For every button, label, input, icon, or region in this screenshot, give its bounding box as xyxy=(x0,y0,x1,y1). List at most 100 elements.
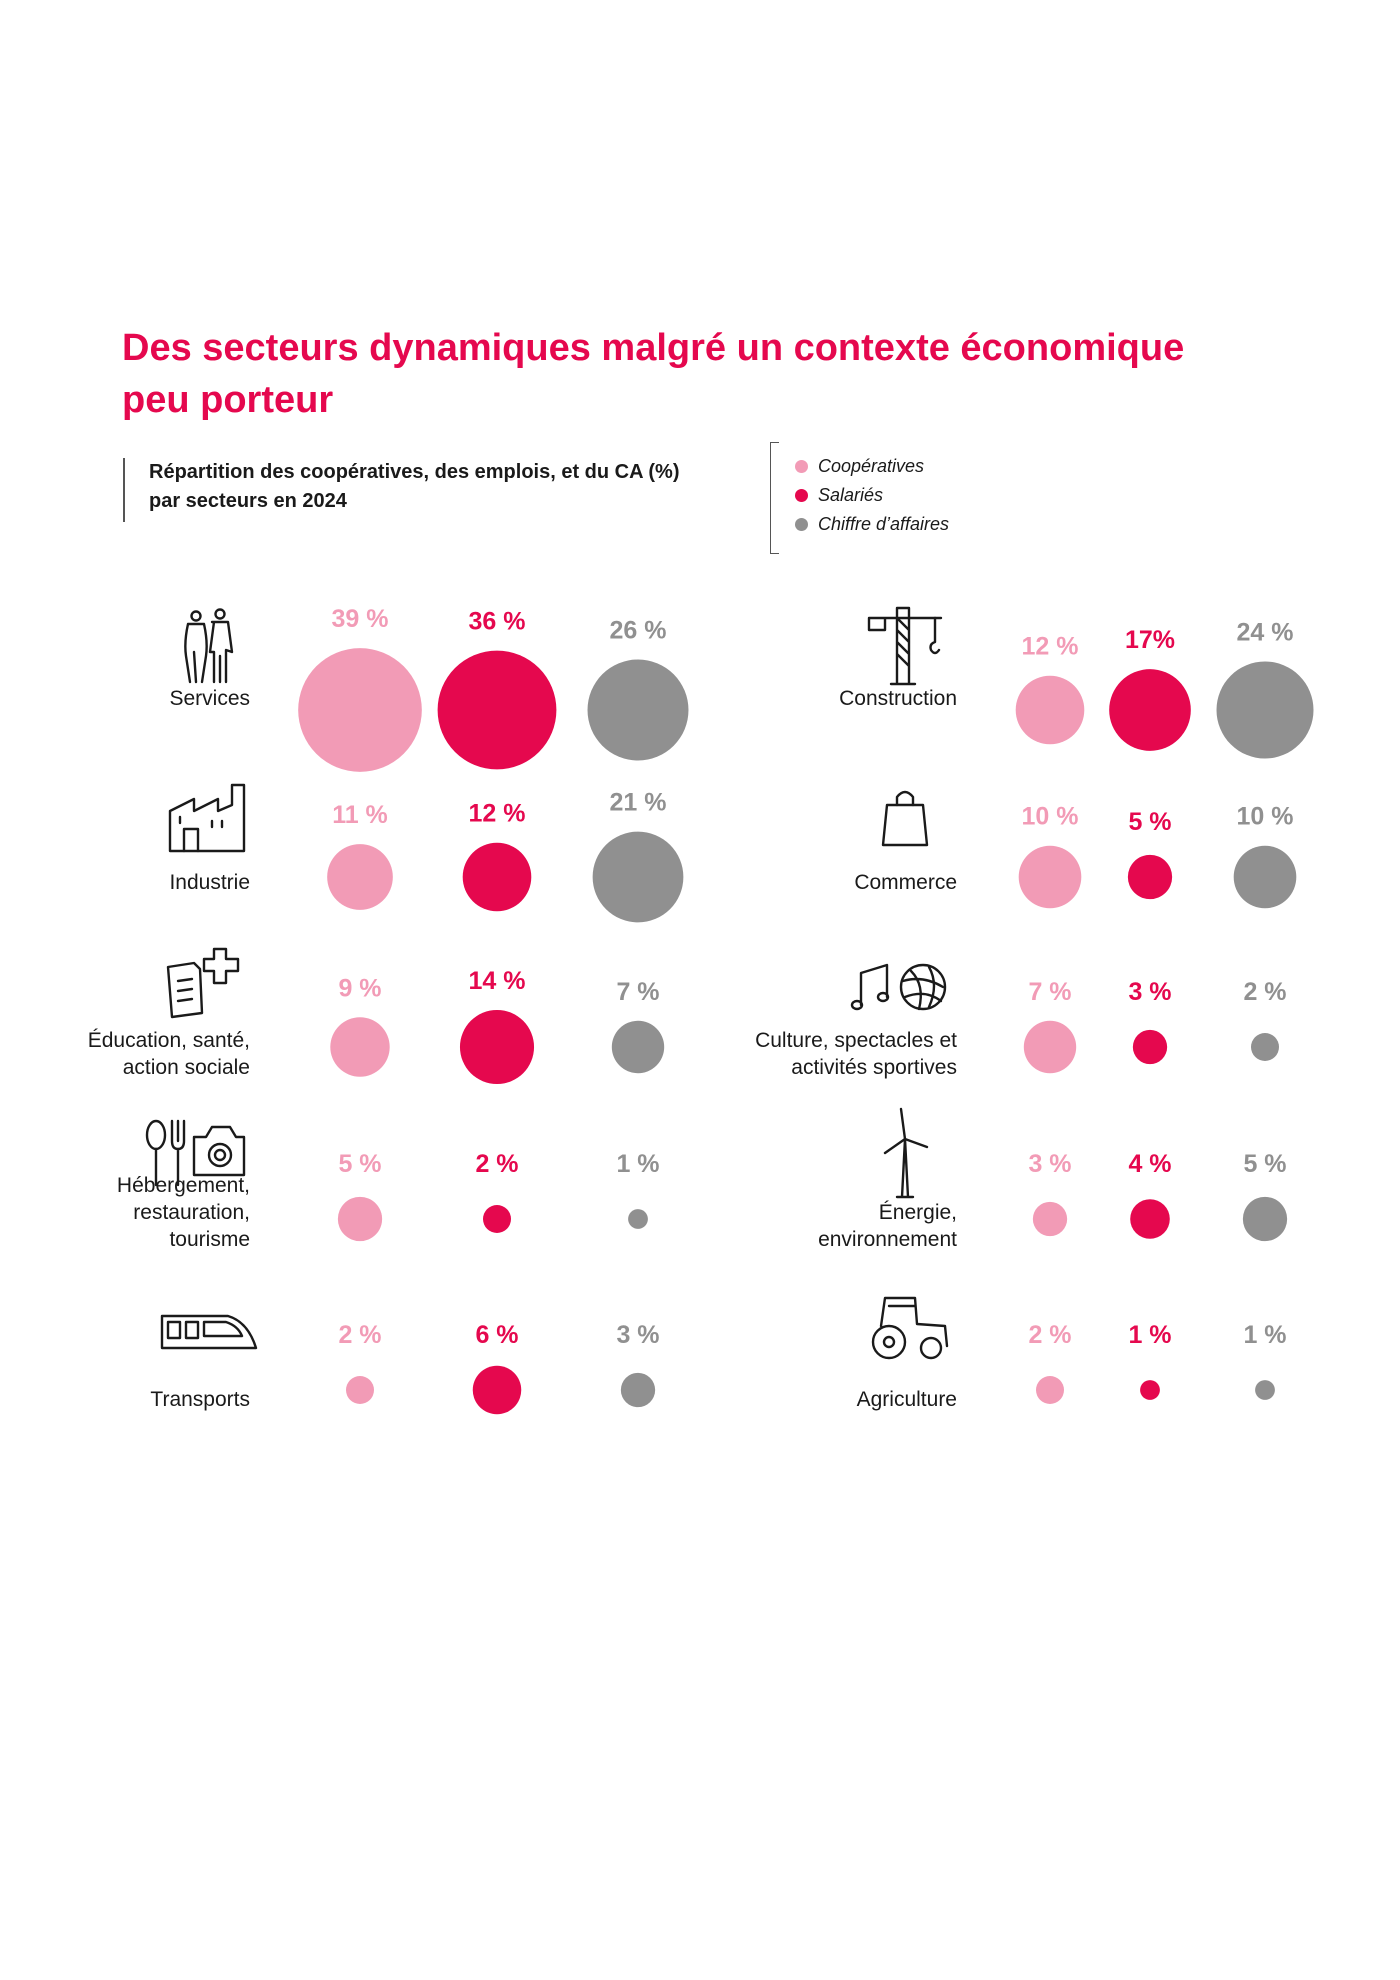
sector-label-transports-line-1: Transports xyxy=(150,1388,250,1411)
value-label-construction-cooperatives: 12 % xyxy=(1022,633,1079,661)
value-label-culture-spectacles-et-activites-sportives-cooperatives: 7 % xyxy=(1028,978,1071,1006)
legend-item-chiffre-affaires: Chiffre d’affaires xyxy=(795,512,949,536)
tractor-icon xyxy=(871,1296,949,1360)
value-label-construction-salaries: 17% xyxy=(1125,626,1175,654)
value-label-education-sante-action-sociale-chiffre-affaires: 7 % xyxy=(616,978,659,1006)
value-label-industrie-cooperatives: 11 % xyxy=(332,801,388,829)
bubble-hebergement-restauration-tourisme-salaries xyxy=(482,1204,512,1234)
sector-label-education-sante-action-sociale-line-1: Éducation, santé, xyxy=(88,1029,250,1052)
sector-label-agriculture-line-1: Agriculture xyxy=(857,1388,957,1411)
train-icon xyxy=(160,1314,258,1350)
sector-label-hebergement-restauration-tourisme-line-3: tourisme xyxy=(169,1228,250,1251)
value-label-culture-spectacles-et-activites-sportives-chiffre-affaires: 2 % xyxy=(1243,978,1286,1006)
sector-label-culture-spectacles-et-activites-sportives-line-2: activités sportives xyxy=(791,1056,957,1079)
value-label-hebergement-restauration-tourisme-salaries: 2 % xyxy=(475,1150,518,1178)
sector-group-education-sante-action-sociale: Éducation, santé, action sociale 9 % 14 % 7 … xyxy=(88,947,665,1085)
bubble-commerce-cooperatives xyxy=(1018,845,1082,909)
page-title: Des secteurs dynamiques malgré un contex… xyxy=(122,327,1185,421)
sector-label-industrie-line-1: Industrie xyxy=(169,871,250,894)
sector-group-services: Services 39 % 36 % 26 % xyxy=(169,605,689,772)
bubble-energie-environnement-salaries xyxy=(1130,1199,1170,1239)
sector-label-culture-spectacles-et-activites-sportives-line-1: Culture, spectacles et xyxy=(755,1029,957,1052)
value-label-commerce-cooperatives: 10 % xyxy=(1022,803,1079,831)
bubble-services-chiffre-affaires xyxy=(587,659,689,761)
sector-label-energie-environnement-line-1: Énergie, xyxy=(879,1201,957,1224)
value-label-services-salaries: 36 % xyxy=(469,608,526,636)
sector-label-education-sante-action-sociale-line-2: action sociale xyxy=(123,1056,250,1079)
sector-label-commerce-line-1: Commerce xyxy=(854,871,957,894)
bubble-education-sante-action-sociale-chiffre-affaires xyxy=(611,1020,665,1074)
bubble-education-sante-action-sociale-salaries xyxy=(459,1009,535,1085)
bubble-agriculture-chiffre-affaires xyxy=(1255,1380,1275,1400)
legend-dot-salaries xyxy=(795,488,808,502)
subtitle-line-2: par secteurs en 2024 xyxy=(149,490,347,512)
value-label-industrie-salaries: 12 % xyxy=(469,800,526,828)
value-label-energie-environnement-cooperatives: 3 % xyxy=(1028,1150,1071,1178)
legend: Coopératives Salariés Chiffre d’affaires xyxy=(770,442,1001,554)
sector-group-culture-spectacles-et-activites-sportives: Culture, spectacles et activités sportive… xyxy=(755,963,1287,1079)
bubble-services-cooperatives xyxy=(298,648,422,772)
value-label-transports-salaries: 6 % xyxy=(475,1321,518,1349)
bubble-commerce-chiffre-affaires xyxy=(1233,845,1297,909)
bubble-industrie-salaries xyxy=(462,842,532,912)
factory-icon xyxy=(168,783,246,853)
value-label-commerce-salaries: 5 % xyxy=(1128,808,1171,836)
bubble-culture-spectacles-et-activites-sportives-cooperatives xyxy=(1023,1020,1077,1074)
bubble-energie-environnement-chiffre-affaires xyxy=(1242,1196,1288,1242)
people-icon xyxy=(184,608,234,684)
value-label-hebergement-restauration-tourisme-chiffre-affaires: 1 % xyxy=(616,1150,659,1178)
sector-label-hebergement-restauration-tourisme-line-1: Hébergement, xyxy=(117,1174,250,1197)
value-label-agriculture-salaries: 1 % xyxy=(1128,1321,1171,1349)
value-label-agriculture-cooperatives: 2 % xyxy=(1028,1321,1071,1349)
value-label-agriculture-chiffre-affaires: 1 % xyxy=(1243,1321,1286,1349)
shopping-bag-icon xyxy=(881,790,929,847)
bubble-transports-chiffre-affaires xyxy=(620,1372,656,1408)
value-label-construction-chiffre-affaires: 24 % xyxy=(1237,619,1294,647)
legend-label-chiffre-affaires: Chiffre d’affaires xyxy=(818,513,950,534)
bubble-construction-chiffre-affaires xyxy=(1216,661,1314,759)
sector-group-energie-environnement: Énergie, environnement 3 % 4 % 5 % xyxy=(818,1107,1288,1251)
bubble-transports-cooperatives xyxy=(345,1375,375,1405)
sector-group-industrie: Industrie 11 % 12 % 21 % xyxy=(168,783,684,923)
legend-item-salaries: Salariés xyxy=(795,483,883,507)
document-cross-icon xyxy=(166,947,240,1019)
legend-item-cooperatives: Coopératives xyxy=(795,454,924,478)
bubble-commerce-salaries xyxy=(1127,854,1173,900)
sector-group-transports: Transports 2 % 6 % 3 % xyxy=(150,1314,660,1415)
bubble-services-salaries xyxy=(437,650,557,770)
value-label-energie-environnement-chiffre-affaires: 5 % xyxy=(1243,1150,1286,1178)
crane-icon xyxy=(867,606,943,686)
bubble-education-sante-action-sociale-cooperatives xyxy=(330,1017,390,1077)
music-ball-icon xyxy=(850,963,947,1011)
value-label-education-sante-action-sociale-salaries: 14 % xyxy=(469,967,526,995)
value-label-transports-chiffre-affaires: 3 % xyxy=(616,1321,659,1349)
value-label-energie-environnement-salaries: 4 % xyxy=(1128,1150,1171,1178)
value-label-transports-cooperatives: 2 % xyxy=(338,1321,381,1349)
value-label-services-chiffre-affaires: 26 % xyxy=(610,617,667,645)
bubble-agriculture-cooperatives xyxy=(1035,1375,1065,1405)
sector-group-agriculture: Agriculture 2 % 1 % 1 % xyxy=(857,1296,1287,1411)
value-label-commerce-chiffre-affaires: 10 % xyxy=(1237,803,1294,831)
bubble-hebergement-restauration-tourisme-cooperatives xyxy=(337,1196,383,1242)
subtitle-line-1: Répartition des coopératives, des emploi… xyxy=(149,461,680,483)
cutlery-camera-icon xyxy=(145,1119,246,1187)
sector-group-commerce: Commerce 10 % 5 % 10 % xyxy=(854,790,1297,909)
bubble-culture-spectacles-et-activites-sportives-salaries xyxy=(1132,1029,1168,1065)
legend-dot-cooperatives xyxy=(795,459,808,473)
legend-label-salaries: Salariés xyxy=(818,484,884,505)
sector-group-construction: Construction 12 % 17% 24 % xyxy=(839,606,1314,759)
sector-label-construction-line-1: Construction xyxy=(839,687,957,710)
bubble-culture-spectacles-et-activites-sportives-chiffre-affaires xyxy=(1250,1032,1280,1062)
bubble-construction-salaries xyxy=(1109,669,1191,751)
bubble-agriculture-salaries xyxy=(1140,1380,1160,1400)
value-label-hebergement-restauration-tourisme-cooperatives: 5 % xyxy=(338,1150,381,1178)
legend-dot-chiffre-affaires xyxy=(795,517,808,531)
sector-label-services-line-1: Services xyxy=(169,687,250,710)
sector-label-energie-environnement-line-2: environnement xyxy=(818,1228,957,1251)
value-label-education-sante-action-sociale-cooperatives: 9 % xyxy=(338,974,381,1002)
sector-group-hebergement-restauration-tourisme: Hébergement, restauration, tourisme 5 % 2 % 1… xyxy=(117,1119,660,1251)
value-label-industrie-chiffre-affaires: 21 % xyxy=(610,789,667,817)
value-label-services-cooperatives: 39 % xyxy=(332,605,389,633)
bubble-energie-environnement-cooperatives xyxy=(1032,1201,1068,1237)
